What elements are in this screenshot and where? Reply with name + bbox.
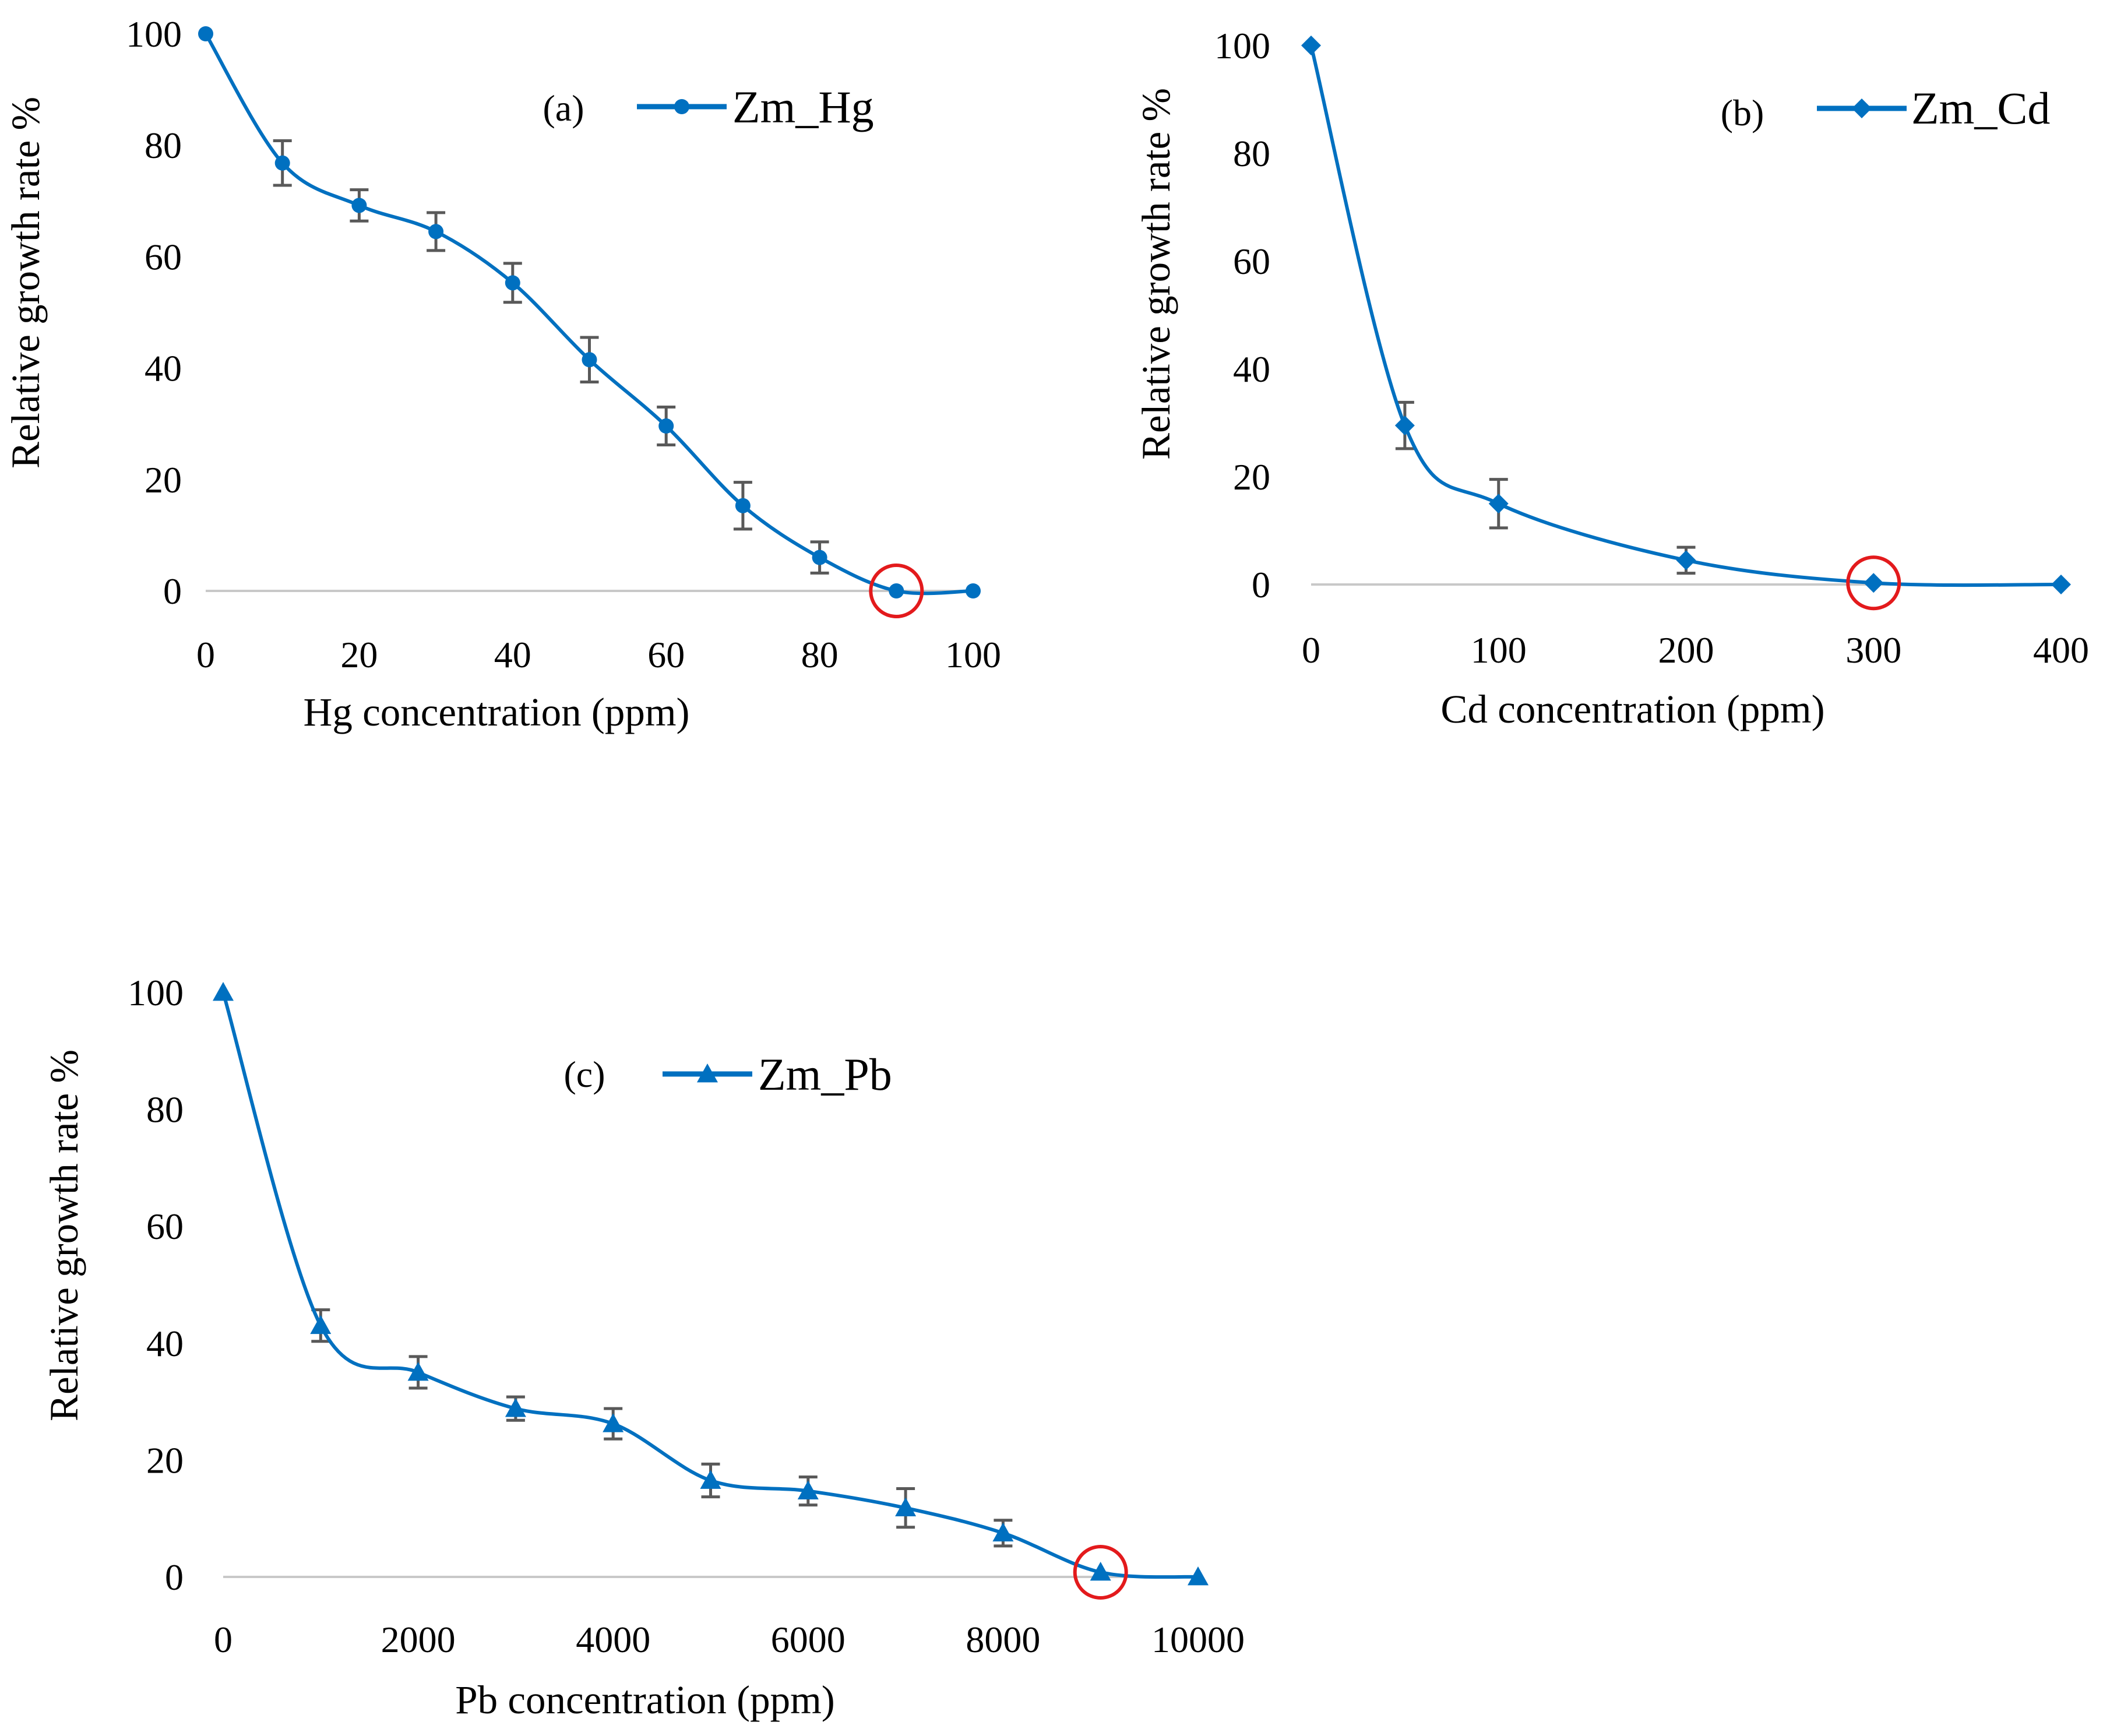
panel-a-data-point — [966, 583, 981, 598]
panel-a-data-point — [274, 155, 290, 171]
panel-b-ytick-label: 100 — [1214, 25, 1270, 66]
panel-b-ytick-label: 0 — [1252, 564, 1270, 605]
panel-b-data-point — [2051, 575, 2071, 594]
panel-c-data-point — [1090, 1561, 1111, 1581]
panel-c-ylabel: Relative growth rate % — [42, 1050, 86, 1421]
panel-b-legend: Zm_Cd — [1817, 83, 2050, 133]
panel-a-xtick-label: 80 — [801, 634, 839, 675]
panel-a-ytick-label: 20 — [145, 459, 182, 501]
panel-b-data-point — [1676, 550, 1696, 571]
panel-b-ylabel: Relative growth rate % — [1134, 88, 1178, 460]
panel-c-data-point — [797, 1480, 819, 1499]
panel-c-legend: Zm_Pb — [663, 1049, 892, 1100]
panel-c-xtick-label: 10000 — [1151, 1619, 1245, 1660]
panel-b-xlabel: Cd concentration (ppm) — [1440, 687, 1824, 731]
panel-c-data-point — [895, 1497, 917, 1517]
panel-c-ytick-label: 40 — [146, 1323, 184, 1364]
panel-a-data-point — [505, 275, 520, 291]
panel-c-xtick-label: 0 — [214, 1619, 233, 1660]
panel-a-ytick-label: 40 — [145, 348, 182, 389]
panel-b-ytick-label: 40 — [1233, 348, 1270, 390]
panel-c-xtick-label: 2000 — [381, 1619, 456, 1660]
panel-a-data-point — [658, 418, 674, 434]
panel-a-ytick-label: 100 — [126, 13, 182, 55]
panel-a-legend-label: Zm_Hg — [732, 82, 874, 132]
panel-a-data-point — [889, 583, 904, 598]
panel-b-xtick-label: 200 — [1658, 629, 1714, 671]
panel-c-pb: Relative growth rate % Pb concentration … — [42, 972, 1245, 1722]
panel-c-data-point — [505, 1398, 526, 1417]
panel-c-data-point — [310, 1315, 332, 1334]
panel-b-label: (b) — [1721, 92, 1764, 133]
panel-a-data-point — [351, 198, 367, 213]
panel-a-xtick-label: 0 — [196, 634, 215, 675]
panel-a-ylabel: Relative growth rate % — [3, 97, 48, 469]
panel-b-xtick-label: 400 — [2033, 629, 2089, 671]
panel-c-legend-symbol — [697, 1064, 718, 1083]
panel-b-data-point — [1864, 573, 1884, 593]
panel-b-cd: Relative growth rate % Cd concentration … — [1134, 25, 2089, 731]
panel-a-data-point — [582, 352, 597, 368]
panel-c-data-point — [992, 1522, 1014, 1542]
panel-b-legend-symbol — [1852, 98, 1872, 118]
panel-a-xtick-label: 40 — [494, 634, 531, 675]
panel-a-xtick-label: 100 — [945, 634, 1001, 675]
panel-a-xtick-label: 20 — [340, 634, 378, 675]
panel-b-data-point — [1394, 415, 1415, 436]
panel-a-data-point — [428, 224, 444, 240]
panel-c-xtick-label: 8000 — [966, 1619, 1040, 1660]
panel-a-highlight-circle — [869, 564, 924, 618]
panel-c-xtick-label: 6000 — [771, 1619, 846, 1660]
panel-b-legend-marker — [1852, 98, 1872, 118]
panel-c-ytick-label: 80 — [146, 1089, 184, 1131]
panel-c-label: (c) — [563, 1054, 605, 1095]
panel-c-highlight-circle — [1073, 1544, 1128, 1600]
panel-c-legend-marker — [697, 1064, 718, 1083]
panel-b-highlight-circle — [1846, 555, 1901, 611]
panel-c-data-point — [213, 982, 234, 1001]
panel-b-xtick-label: 300 — [1845, 629, 1901, 671]
panel-c-ytick-label: 20 — [146, 1439, 184, 1481]
panel-c-xlabel: Pb concentration (ppm) — [455, 1678, 835, 1722]
panel-a-xlabel: Hg concentration (ppm) — [304, 690, 690, 734]
panel-a-legend: Zm_Hg — [637, 82, 874, 132]
panel-b-xtick-label: 100 — [1471, 629, 1527, 671]
panel-c-legend-label: Zm_Pb — [758, 1049, 892, 1100]
panel-a-xtick-label: 60 — [647, 634, 685, 675]
panel-c-ytick-label: 0 — [165, 1557, 184, 1598]
panel-a-ytick-label: 0 — [163, 571, 182, 612]
panel-a-data-point — [198, 26, 213, 41]
panel-a-legend-marker — [674, 99, 689, 114]
panel-b-legend-label: Zm_Cd — [1911, 83, 2050, 133]
panel-a-hg: Relative growth rate % Hg concentration … — [3, 13, 1001, 734]
panel-c-data-point — [700, 1470, 721, 1489]
panel-b-xtick-label: 0 — [1302, 629, 1320, 671]
panel-b-data-point — [1488, 494, 1509, 514]
panel-b-data-point — [1301, 36, 1321, 55]
panel-a-ytick-label: 60 — [145, 236, 182, 277]
panel-b-ytick-label: 80 — [1233, 133, 1270, 174]
panel-a-ytick-label: 80 — [145, 125, 182, 166]
panel-b-ytick-label: 60 — [1233, 241, 1270, 282]
panel-a-legend-symbol — [674, 99, 689, 114]
panel-c-xtick-label: 4000 — [576, 1619, 650, 1660]
panel-a-label: (a) — [543, 87, 584, 129]
panel-c-data-point — [603, 1413, 624, 1432]
panel-a-data-point — [735, 498, 751, 513]
panel-c-ytick-label: 60 — [146, 1206, 184, 1247]
panel-b-ytick-label: 20 — [1233, 456, 1270, 498]
panel-c-data-point — [407, 1361, 429, 1381]
panel-c-data-point — [1188, 1566, 1209, 1586]
panel-c-ytick-label: 100 — [128, 972, 184, 1013]
panel-a-data-point — [812, 550, 827, 565]
